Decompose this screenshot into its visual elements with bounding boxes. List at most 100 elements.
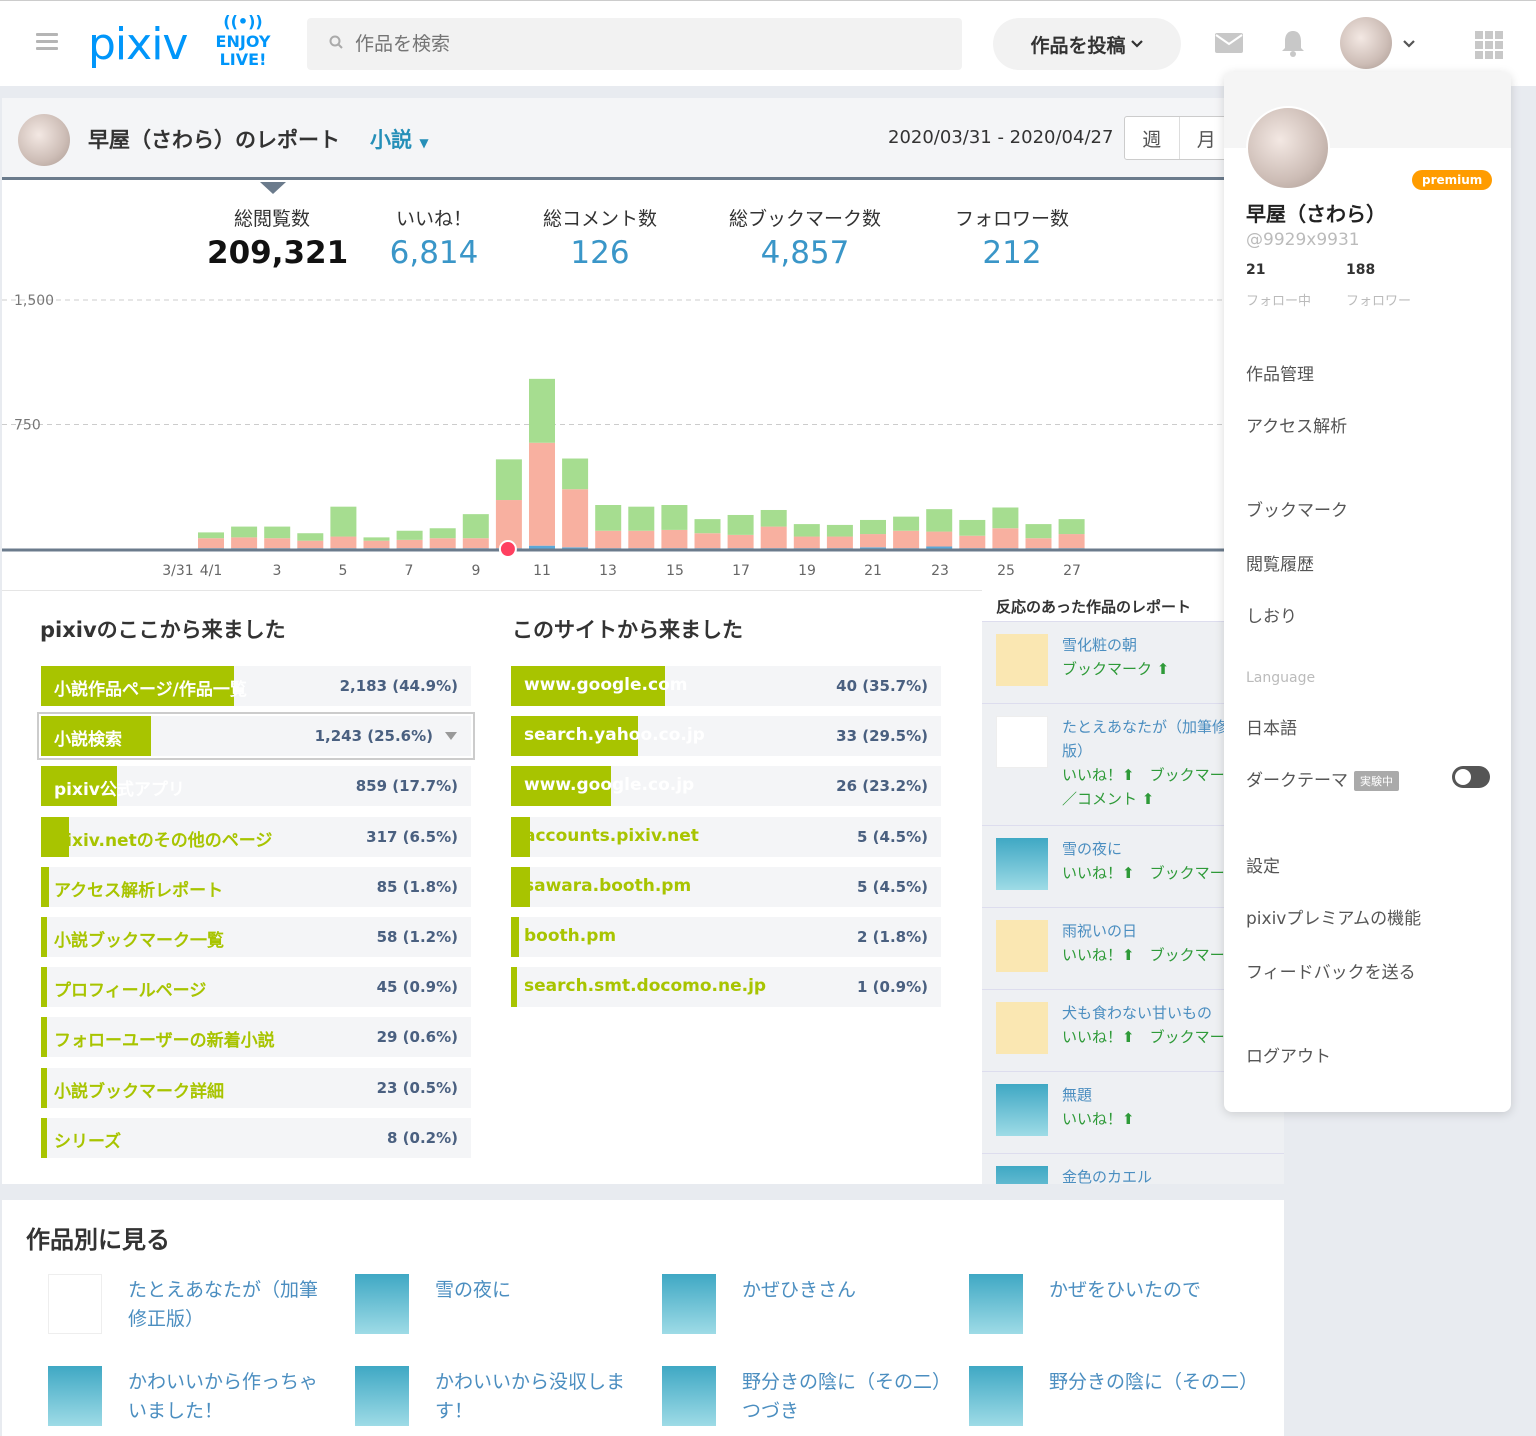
- chart-bar[interactable]: [363, 540, 390, 549]
- chart-bar[interactable]: [529, 442, 555, 546]
- followers-count[interactable]: 188: [1346, 262, 1376, 278]
- chart-bar[interactable]: [562, 489, 589, 548]
- work-thumbnail[interactable]: [996, 1002, 1048, 1054]
- bell-icon[interactable]: [1281, 29, 1305, 57]
- reaction-item[interactable]: 雪化粧の朝 ブックマーク ⬆: [982, 622, 1284, 704]
- chart-bar[interactable]: [860, 534, 886, 548]
- menu-item-shiori[interactable]: しおり: [1246, 607, 1297, 627]
- apps-grid-icon[interactable]: [1475, 31, 1503, 59]
- menu-item-analytics[interactable]: アクセス解析: [1246, 417, 1348, 437]
- chart-bar[interactable]: [628, 530, 655, 549]
- chart-bar[interactable]: [396, 539, 423, 549]
- chart-bar[interactable]: [694, 519, 721, 534]
- chart-bar[interactable]: [264, 526, 291, 539]
- referrer-row[interactable]: search.yahoo.co.jp 33 (29.5%): [511, 716, 941, 757]
- chart-bar[interactable]: [529, 378, 555, 443]
- referrer-row[interactable]: booth.pm 2 (1.8%): [511, 917, 941, 957]
- work-title[interactable]: かぜをひいたので: [1049, 1279, 1202, 1301]
- chart-bar[interactable]: [1025, 524, 1052, 539]
- reaction-work-title[interactable]: 金色のカエル: [1062, 1168, 1153, 1184]
- stat-comments[interactable]: 総コメント数 126: [542, 208, 657, 271]
- referrer-row[interactable]: 小説検索 1,243 (25.6%): [37, 712, 475, 761]
- chart-bar[interactable]: [495, 459, 522, 501]
- chart-bar[interactable]: [462, 538, 489, 549]
- referrer-row[interactable]: www.google.com 40 (35.7%): [511, 666, 941, 706]
- work-thumbnail[interactable]: [969, 1274, 1023, 1334]
- work-thumbnail[interactable]: [996, 838, 1048, 890]
- referrer-row[interactable]: シリーズ 8 (0.2%): [41, 1117, 471, 1158]
- referrer-row[interactable]: www.google.co.jp 26 (23.2%): [511, 766, 941, 807]
- chart-bar[interactable]: [926, 546, 953, 549]
- menu-item-language[interactable]: 日本語: [1246, 719, 1297, 739]
- work-title[interactable]: たとえあなたが（加筆修正版）: [128, 1279, 319, 1330]
- chart-bar[interactable]: [264, 538, 291, 549]
- chart-bar[interactable]: [462, 514, 489, 539]
- chart-bar[interactable]: [297, 533, 324, 541]
- chart-bar[interactable]: [727, 534, 754, 549]
- work-title[interactable]: 雪の夜に: [435, 1279, 512, 1301]
- pixiv-logo[interactable]: pixiv: [88, 19, 188, 70]
- chart-bar[interactable]: [860, 547, 886, 549]
- chart-bar[interactable]: [826, 536, 853, 549]
- stat-followers[interactable]: フォロワー数 212: [954, 208, 1069, 271]
- reaction-work-title[interactable]: たとえあなたが（加筆修正版）: [1062, 718, 1273, 736]
- hamburger-menu-icon[interactable]: [36, 33, 58, 51]
- menu-item-logout[interactable]: ログアウト: [1246, 1047, 1331, 1067]
- chart-bar[interactable]: [959, 519, 986, 536]
- referrer-row[interactable]: pixiv.netのその他のページ 317 (6.5%): [41, 816, 471, 857]
- chart-bar[interactable]: [330, 506, 357, 537]
- chart-bar[interactable]: [992, 507, 1019, 529]
- reaction-work-title[interactable]: 犬も食わない甘いもの: [1062, 1004, 1213, 1022]
- chart-bar[interactable]: [992, 528, 1019, 549]
- reaction-item[interactable]: 無題 いいね！⬆: [982, 1072, 1284, 1154]
- chart-bar[interactable]: [628, 506, 655, 531]
- referrer-row[interactable]: プロフィールページ 45 (0.9%): [41, 967, 471, 1008]
- reaction-item[interactable]: 雨祝いの日 いいね！⬆ ブックマーク: [982, 908, 1284, 990]
- referrer-row[interactable]: 小説ブックマーク一覧 58 (1.2%): [41, 917, 471, 957]
- chart-bar[interactable]: [429, 528, 456, 539]
- mail-icon[interactable]: [1215, 33, 1243, 53]
- dark-theme-toggle[interactable]: [1452, 766, 1490, 788]
- menu-item-premium[interactable]: pixivプレミアムの機能: [1246, 909, 1422, 929]
- referrer-row[interactable]: フォローユーザーの新着小説 29 (0.6%): [41, 1017, 471, 1058]
- reaction-item[interactable]: 雪の夜に いいね！⬆ ブックマーク: [982, 826, 1284, 908]
- stat-views[interactable]: 総閲覧数 209,321: [207, 208, 349, 271]
- chart-bar[interactable]: [893, 530, 920, 549]
- chart-bar[interactable]: [826, 524, 853, 537]
- chart-bar[interactable]: [727, 514, 754, 535]
- chart-bar[interactable]: [1058, 534, 1085, 549]
- chart-bar[interactable]: [694, 533, 721, 549]
- chart-bar[interactable]: [793, 536, 820, 549]
- referrer-row[interactable]: search.smt.docomo.ne.jp 1 (0.9%): [511, 967, 941, 1008]
- period-week-button[interactable]: 週: [1142, 128, 1162, 151]
- work-title[interactable]: かわいいから作っちゃいました！: [128, 1371, 319, 1422]
- stat-bookmarks[interactable]: 総ブックマーク数 4,857: [728, 208, 881, 271]
- category-dropdown[interactable]: 小説 ▼: [370, 128, 429, 152]
- referrer-row[interactable]: accounts.pixiv.net 5 (4.5%): [511, 816, 941, 857]
- work-thumbnail[interactable]: [969, 1366, 1023, 1426]
- avatar[interactable]: [18, 114, 70, 166]
- enjoy-live-logo[interactable]: ((•)) ENJOY LIVE!: [208, 11, 278, 77]
- user-avatar[interactable]: [1340, 17, 1392, 69]
- chart-bar[interactable]: [198, 538, 224, 549]
- highlight-marker[interactable]: [498, 540, 517, 558]
- chart-bar[interactable]: [926, 509, 953, 532]
- chart-bar[interactable]: [893, 516, 920, 531]
- referrer-row[interactable]: アクセス解析レポート 85 (1.8%): [41, 866, 471, 907]
- username[interactable]: 早屋（さわら）: [1246, 202, 1386, 226]
- referrer-row[interactable]: 小説ブックマーク詳細 23 (0.5%): [41, 1067, 471, 1108]
- chevron-down-icon[interactable]: [1402, 39, 1416, 49]
- chart-bar[interactable]: [661, 529, 688, 549]
- following-count[interactable]: 21: [1246, 262, 1266, 278]
- avatar[interactable]: [1246, 106, 1330, 190]
- chart-bar[interactable]: [595, 505, 622, 531]
- reaction-work-title[interactable]: 無題: [1062, 1086, 1093, 1104]
- menu-item-history[interactable]: 閲覧履歴: [1246, 555, 1314, 575]
- chart-bar[interactable]: [793, 524, 820, 537]
- chart-bar[interactable]: [396, 530, 423, 540]
- chart-bar[interactable]: [429, 538, 456, 549]
- chart-bar[interactable]: [959, 535, 986, 549]
- work-thumbnail[interactable]: [48, 1274, 102, 1334]
- stat-likes[interactable]: いいね！ 6,814: [389, 208, 479, 271]
- work-thumbnail[interactable]: [662, 1274, 716, 1334]
